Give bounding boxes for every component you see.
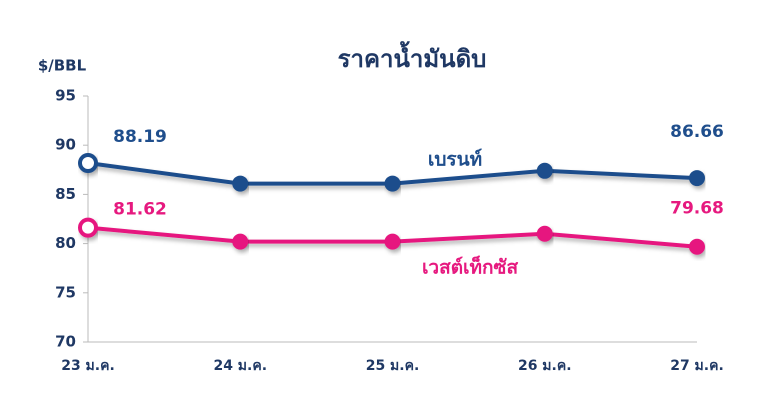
y-axis-label: $/BBL (38, 57, 87, 75)
point (536, 162, 553, 179)
chart-title: ราคาน้ำมันดิบ (338, 40, 487, 73)
point (384, 233, 401, 250)
y-tick-label: 95 (55, 87, 76, 105)
point (78, 217, 98, 238)
x-tick-label: 23 ม.ค. (61, 358, 115, 374)
x-tick-label: 24 ม.ค. (213, 358, 267, 374)
y-tick-label: 90 (55, 136, 76, 154)
x-tick-label: 27 ม.ค. (670, 358, 724, 374)
x-tick-label: 26 ม.ค. (518, 358, 572, 374)
point (232, 175, 249, 192)
point (689, 238, 705, 255)
y-tick-label: 80 (55, 234, 76, 252)
x-tick-label: 25 ม.ค. (366, 358, 420, 374)
value-label: 88.19 (113, 127, 167, 147)
point (689, 170, 705, 187)
value-label: 79.68 (670, 199, 724, 219)
point (536, 225, 553, 242)
y-tick-label: 75 (55, 283, 76, 301)
series-label: เบรนท์ (428, 149, 482, 171)
point (78, 153, 98, 174)
y-tick-label: 85 (55, 185, 76, 203)
value-label: 86.66 (670, 122, 724, 142)
point (232, 233, 249, 250)
series-label: เวสต์เท็กซัส (422, 255, 519, 279)
y-tick-label: 70 (55, 333, 76, 351)
point (384, 175, 401, 192)
value-label: 81.62 (113, 200, 167, 220)
